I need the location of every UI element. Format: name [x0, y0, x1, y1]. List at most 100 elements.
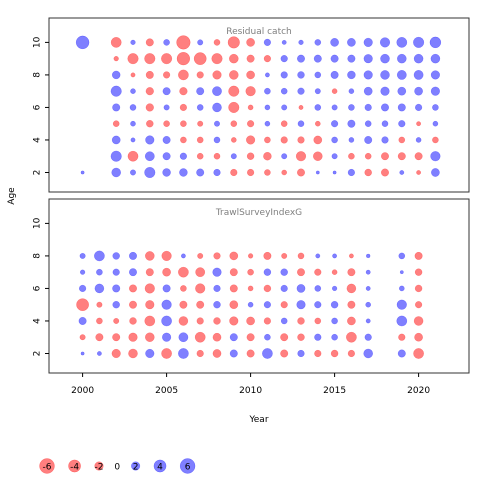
bubble-negative — [145, 38, 154, 47]
bubble-negative — [163, 71, 171, 79]
legend-label: -4 — [70, 463, 79, 473]
bubble-positive — [162, 87, 171, 96]
bubble-positive — [314, 301, 322, 309]
bubble-positive — [130, 88, 136, 94]
bubble-negative — [145, 103, 154, 112]
bubble-negative — [196, 136, 204, 144]
bubble-positive — [78, 316, 87, 325]
bubble-positive — [263, 301, 271, 309]
legend-label: 0 — [114, 463, 120, 473]
bubble-negative — [432, 136, 439, 144]
bubble-negative — [227, 36, 240, 49]
bubble-negative — [194, 331, 206, 343]
bubble-positive — [363, 348, 373, 359]
bubble-positive — [212, 267, 222, 277]
bubble-negative — [263, 55, 271, 63]
bubble-positive — [413, 70, 424, 80]
y-tick-label: 2 — [33, 170, 43, 176]
bubble-positive — [162, 168, 171, 177]
bubble-negative — [144, 283, 155, 294]
bubble-negative — [414, 332, 423, 342]
bubble-positive — [331, 104, 338, 111]
bubble-negative — [195, 267, 206, 278]
bubble-negative — [180, 136, 187, 144]
bubble-positive — [263, 38, 271, 46]
bubble-positive — [381, 120, 389, 127]
bubble-positive — [161, 299, 172, 310]
bubble-negative — [179, 87, 188, 96]
bubble-positive — [396, 37, 408, 48]
bubble-negative — [414, 284, 423, 293]
bubble-negative — [280, 349, 289, 358]
bubble-negative — [381, 168, 389, 177]
bubble-negative — [195, 283, 206, 294]
bubble-positive — [397, 53, 407, 64]
bubble-positive — [396, 299, 407, 310]
bubble-positive — [163, 39, 170, 46]
bubble-negative — [416, 121, 422, 127]
bubble-positive — [96, 351, 102, 356]
bubble-negative — [145, 87, 154, 96]
bubble-negative — [95, 333, 104, 342]
bubble-negative — [398, 136, 406, 144]
bubble-positive — [213, 168, 221, 177]
bubble-positive — [314, 333, 322, 341]
bubble-positive — [112, 284, 121, 293]
bubble-negative — [129, 317, 137, 325]
bubble-negative — [347, 268, 356, 277]
bubble-positive — [331, 317, 338, 325]
bubble-negative — [79, 334, 86, 341]
bubble-positive — [331, 153, 338, 160]
bubble-positive — [430, 70, 440, 80]
legend-bubble-positive — [131, 461, 141, 471]
bubble-positive — [348, 137, 355, 143]
bubble-negative — [264, 136, 271, 144]
bubble-positive — [281, 153, 288, 160]
bubble-negative — [331, 269, 338, 275]
bubble-negative — [281, 169, 288, 176]
bubble-negative — [196, 152, 204, 160]
bubble-positive — [144, 166, 156, 179]
bubble-positive — [196, 168, 205, 177]
bubble-negative — [297, 268, 305, 277]
bubble-positive — [366, 253, 371, 259]
bubble-positive — [399, 170, 405, 175]
bubble-positive — [296, 284, 306, 293]
bubble-positive — [296, 300, 306, 310]
bubble-positive — [144, 151, 155, 162]
bubble-negative — [246, 54, 255, 63]
bubble-negative — [247, 168, 255, 177]
bubble-negative — [229, 251, 239, 261]
bubble-positive — [363, 37, 373, 47]
bubble-positive — [262, 348, 273, 359]
bubble-negative — [212, 332, 222, 342]
bubble-negative — [280, 120, 288, 127]
bubble-positive — [313, 54, 322, 63]
bubble-positive — [110, 85, 122, 97]
y-tick-label: 6 — [33, 285, 43, 291]
bubble-negative — [348, 152, 355, 160]
bubble-positive — [347, 119, 356, 128]
x-tick-label: 2015 — [323, 386, 346, 396]
panels-layer: Residual catch 2 4 6 8 10 TrawlSurveyIndexG 2 4 6… — [33, 17, 470, 396]
bubble-positive — [280, 71, 288, 79]
bubble-positive — [180, 253, 186, 259]
bubble-positive — [96, 268, 103, 276]
bubble-positive — [365, 286, 371, 291]
bubble-positive — [247, 301, 254, 308]
bubble-positive — [365, 301, 372, 308]
bubble-negative — [414, 268, 423, 276]
bubble-positive — [413, 36, 425, 48]
bubble-positive — [178, 332, 189, 343]
bubble-negative — [113, 56, 119, 62]
bubble-negative — [245, 86, 256, 97]
bubble-negative — [298, 105, 304, 110]
bubble-positive — [430, 151, 441, 162]
bubble-positive — [364, 103, 372, 112]
bubble-negative — [364, 168, 372, 177]
bubble-negative — [128, 348, 138, 359]
bubble-positive — [314, 39, 322, 46]
legend-label: -2 — [94, 463, 103, 473]
bubble-positive — [379, 37, 391, 48]
bubble-negative — [145, 268, 154, 277]
